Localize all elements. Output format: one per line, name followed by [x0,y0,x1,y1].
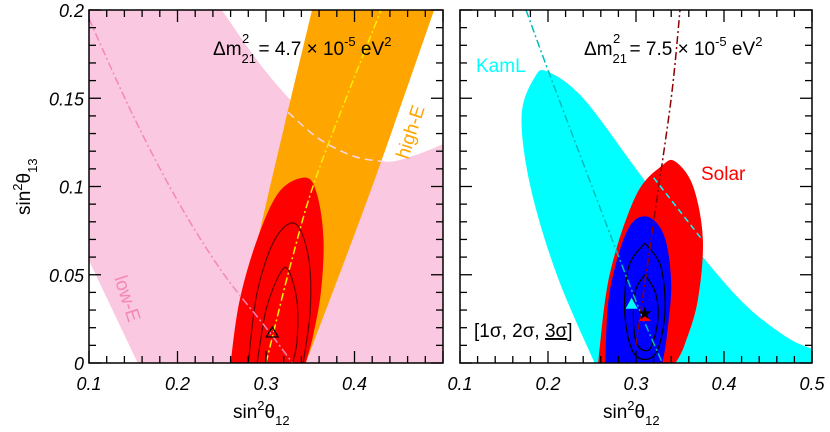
x-tick-label: 0.3 [253,374,278,394]
right-x-axis-label: sin2θ12 [603,398,660,428]
x-tick-label: 0.5 [799,374,825,394]
contour-1sigma [632,274,659,352]
left-panel: 0.1 0.2 0.3 0.4 0 0.05 0.1 0.15 0.2 Δm212 = 4.7 … [10,1,444,428]
solar-bestfit-line [635,10,681,346]
contour-2sigma [623,242,666,361]
contour-2sigma [247,222,312,363]
right-dm-annotation: Δm212 = 7.5 × 10-5 eV2 [584,31,762,66]
kaml-bestfit-line [525,10,664,363]
x-tick-label: 0.1 [447,374,472,394]
dashed-boundary [287,111,386,163]
solar-label: Solar [701,164,746,185]
low-E-bestfit-line [89,18,294,363]
high-E-bestfit-line [265,10,382,363]
combined-region [605,216,672,363]
kaml-label: KamL [476,56,526,77]
left-dm-annotation: Δm212 = 4.7 × 10-5 eV2 [213,31,391,66]
kaml-dashed-line [653,177,703,240]
sigma-legend: [1σ, 2σ, 3σ] [474,321,573,342]
contour-1sigma [256,266,299,363]
y-tick-label: 0.2 [59,1,84,21]
x-tick-label: 0.2 [165,374,190,394]
cyan-triangle-marker [625,297,638,309]
star-marker [638,306,652,320]
y-tick-label: 0.05 [49,266,85,286]
left-y-axis-label: sin2θ13 [10,158,40,215]
y-tick-label: 0 [74,354,84,374]
y-tick-label: 0.1 [59,178,84,198]
left-x-axis-label: sin2θ12 [233,398,290,428]
y-tick-label: 0.15 [49,89,85,109]
x-tick-label: 0.2 [535,374,560,394]
low-E-region [89,10,443,363]
x-tick-label: 0.4 [711,374,736,394]
x-tick-label: 0.4 [342,374,367,394]
x-tick-label: 0.3 [623,374,648,394]
triangle-marker [265,325,280,338]
x-tick-label: 0.1 [76,374,101,394]
right-panel: 0.1 0.2 0.3 0.4 0.5 Δm212 = 7.5 × 10-5 eV2 K… [447,9,825,428]
